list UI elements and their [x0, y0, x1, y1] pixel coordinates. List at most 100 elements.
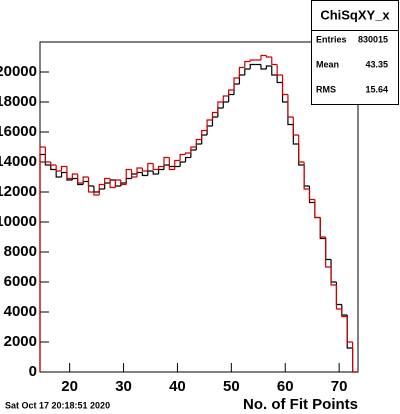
histogram-step	[292, 124, 299, 145]
stats-value: 15.64	[365, 84, 388, 94]
histogram-step	[238, 66, 245, 78]
histogram-step	[114, 179, 121, 188]
stats-box	[311, 0, 399, 105]
histogram-step	[77, 174, 84, 184]
histogram-step	[341, 309, 348, 318]
histogram-step	[163, 164, 170, 170]
y-tick-label: 16000	[0, 123, 37, 140]
stats-label: RMS	[316, 84, 336, 94]
histogram-step	[163, 156, 170, 167]
histogram-step	[82, 180, 89, 185]
histogram-step	[228, 89, 235, 96]
y-tick-label: 2000	[4, 333, 37, 350]
histogram-step	[352, 348, 358, 373]
histogram-step	[184, 152, 191, 155]
x-tick-label: 60	[277, 378, 294, 395]
histogram-step	[319, 217, 326, 240]
histogram-step	[271, 66, 278, 76]
histogram-step	[341, 304, 348, 316]
histogram-step	[168, 165, 175, 168]
histogram-step	[346, 316, 353, 343]
histogram-step	[249, 63, 256, 69]
histogram-step	[298, 135, 305, 163]
histogram-step	[147, 162, 154, 171]
histogram-step	[157, 168, 164, 174]
histogram-step	[314, 202, 321, 219]
histogram-step	[184, 156, 191, 162]
histogram-step	[303, 162, 310, 190]
histogram-step	[174, 159, 181, 170]
histogram-step	[325, 238, 332, 261]
histogram-step	[265, 65, 272, 69]
histogram-step	[87, 181, 94, 187]
histogram-step	[125, 168, 132, 185]
y-tick-label: 18000	[0, 93, 37, 110]
stats-value: 830015	[358, 34, 388, 44]
histogram-step	[55, 169, 62, 178]
histogram-step	[50, 162, 57, 166]
histogram-step	[314, 199, 321, 219]
histogram-step	[276, 75, 283, 84]
histogram-step	[211, 116, 218, 126]
y-tick-label: 14000	[0, 153, 37, 170]
histogram-step	[249, 59, 256, 62]
histogram-step	[244, 60, 251, 68]
histogram-step	[104, 177, 111, 185]
histogram-step	[136, 171, 143, 174]
histogram-step	[190, 146, 197, 153]
histogram-step	[308, 189, 315, 201]
histogram-step	[157, 165, 164, 170]
histogram-step	[109, 179, 116, 183]
histogram-step	[330, 259, 337, 283]
histogram-step	[335, 282, 342, 306]
histogram-step	[233, 77, 240, 90]
histogram-step	[201, 129, 208, 140]
histogram-step	[136, 167, 143, 177]
histogram-step	[71, 173, 78, 179]
x-tick-label: 20	[61, 378, 78, 395]
histogram-step	[98, 188, 105, 192]
histogram-step	[141, 168, 148, 172]
histogram-step	[319, 217, 326, 238]
histogram-step	[222, 95, 229, 102]
histogram-step	[217, 107, 224, 117]
x-axis-title: No. of Fit Points	[243, 396, 358, 413]
histogram-step	[271, 57, 278, 66]
histogram-step	[168, 157, 175, 171]
histogram-step	[346, 315, 353, 349]
histogram-step	[244, 68, 251, 75]
x-tick-label: 50	[223, 378, 240, 395]
histogram-step	[131, 169, 138, 178]
y-tick-label: 20000	[0, 63, 37, 80]
footer-date: Sat Oct 17 20:18:51 2020	[5, 400, 110, 410]
histogram-step	[352, 342, 358, 373]
histogram-step	[233, 83, 240, 95]
y-tick-label: 10000	[0, 213, 37, 230]
histogram-step	[152, 163, 159, 171]
histogram-step	[330, 267, 337, 286]
histogram-step	[217, 101, 224, 113]
histogram-step	[206, 125, 213, 135]
histogram-step	[287, 94, 294, 118]
x-tick-label: 30	[115, 378, 132, 395]
histogram-step	[281, 75, 288, 96]
histogram-step	[147, 170, 154, 176]
stats-label: Mean	[316, 59, 339, 69]
histogram-step	[125, 177, 132, 183]
histogram-step	[222, 101, 229, 108]
x-tick-label: 40	[169, 378, 186, 395]
histogram-step	[292, 117, 299, 136]
y-tick-label: 0	[29, 363, 37, 380]
histogram-step	[228, 93, 235, 102]
histogram-step	[87, 177, 94, 193]
histogram-step	[265, 55, 272, 58]
histogram-step	[71, 177, 78, 180]
histogram-step	[104, 182, 111, 189]
histogram-step	[120, 180, 127, 186]
histogram-step	[152, 171, 159, 175]
histogram-step	[201, 134, 208, 144]
histogram-step	[44, 147, 51, 163]
histogram-step	[325, 237, 332, 268]
